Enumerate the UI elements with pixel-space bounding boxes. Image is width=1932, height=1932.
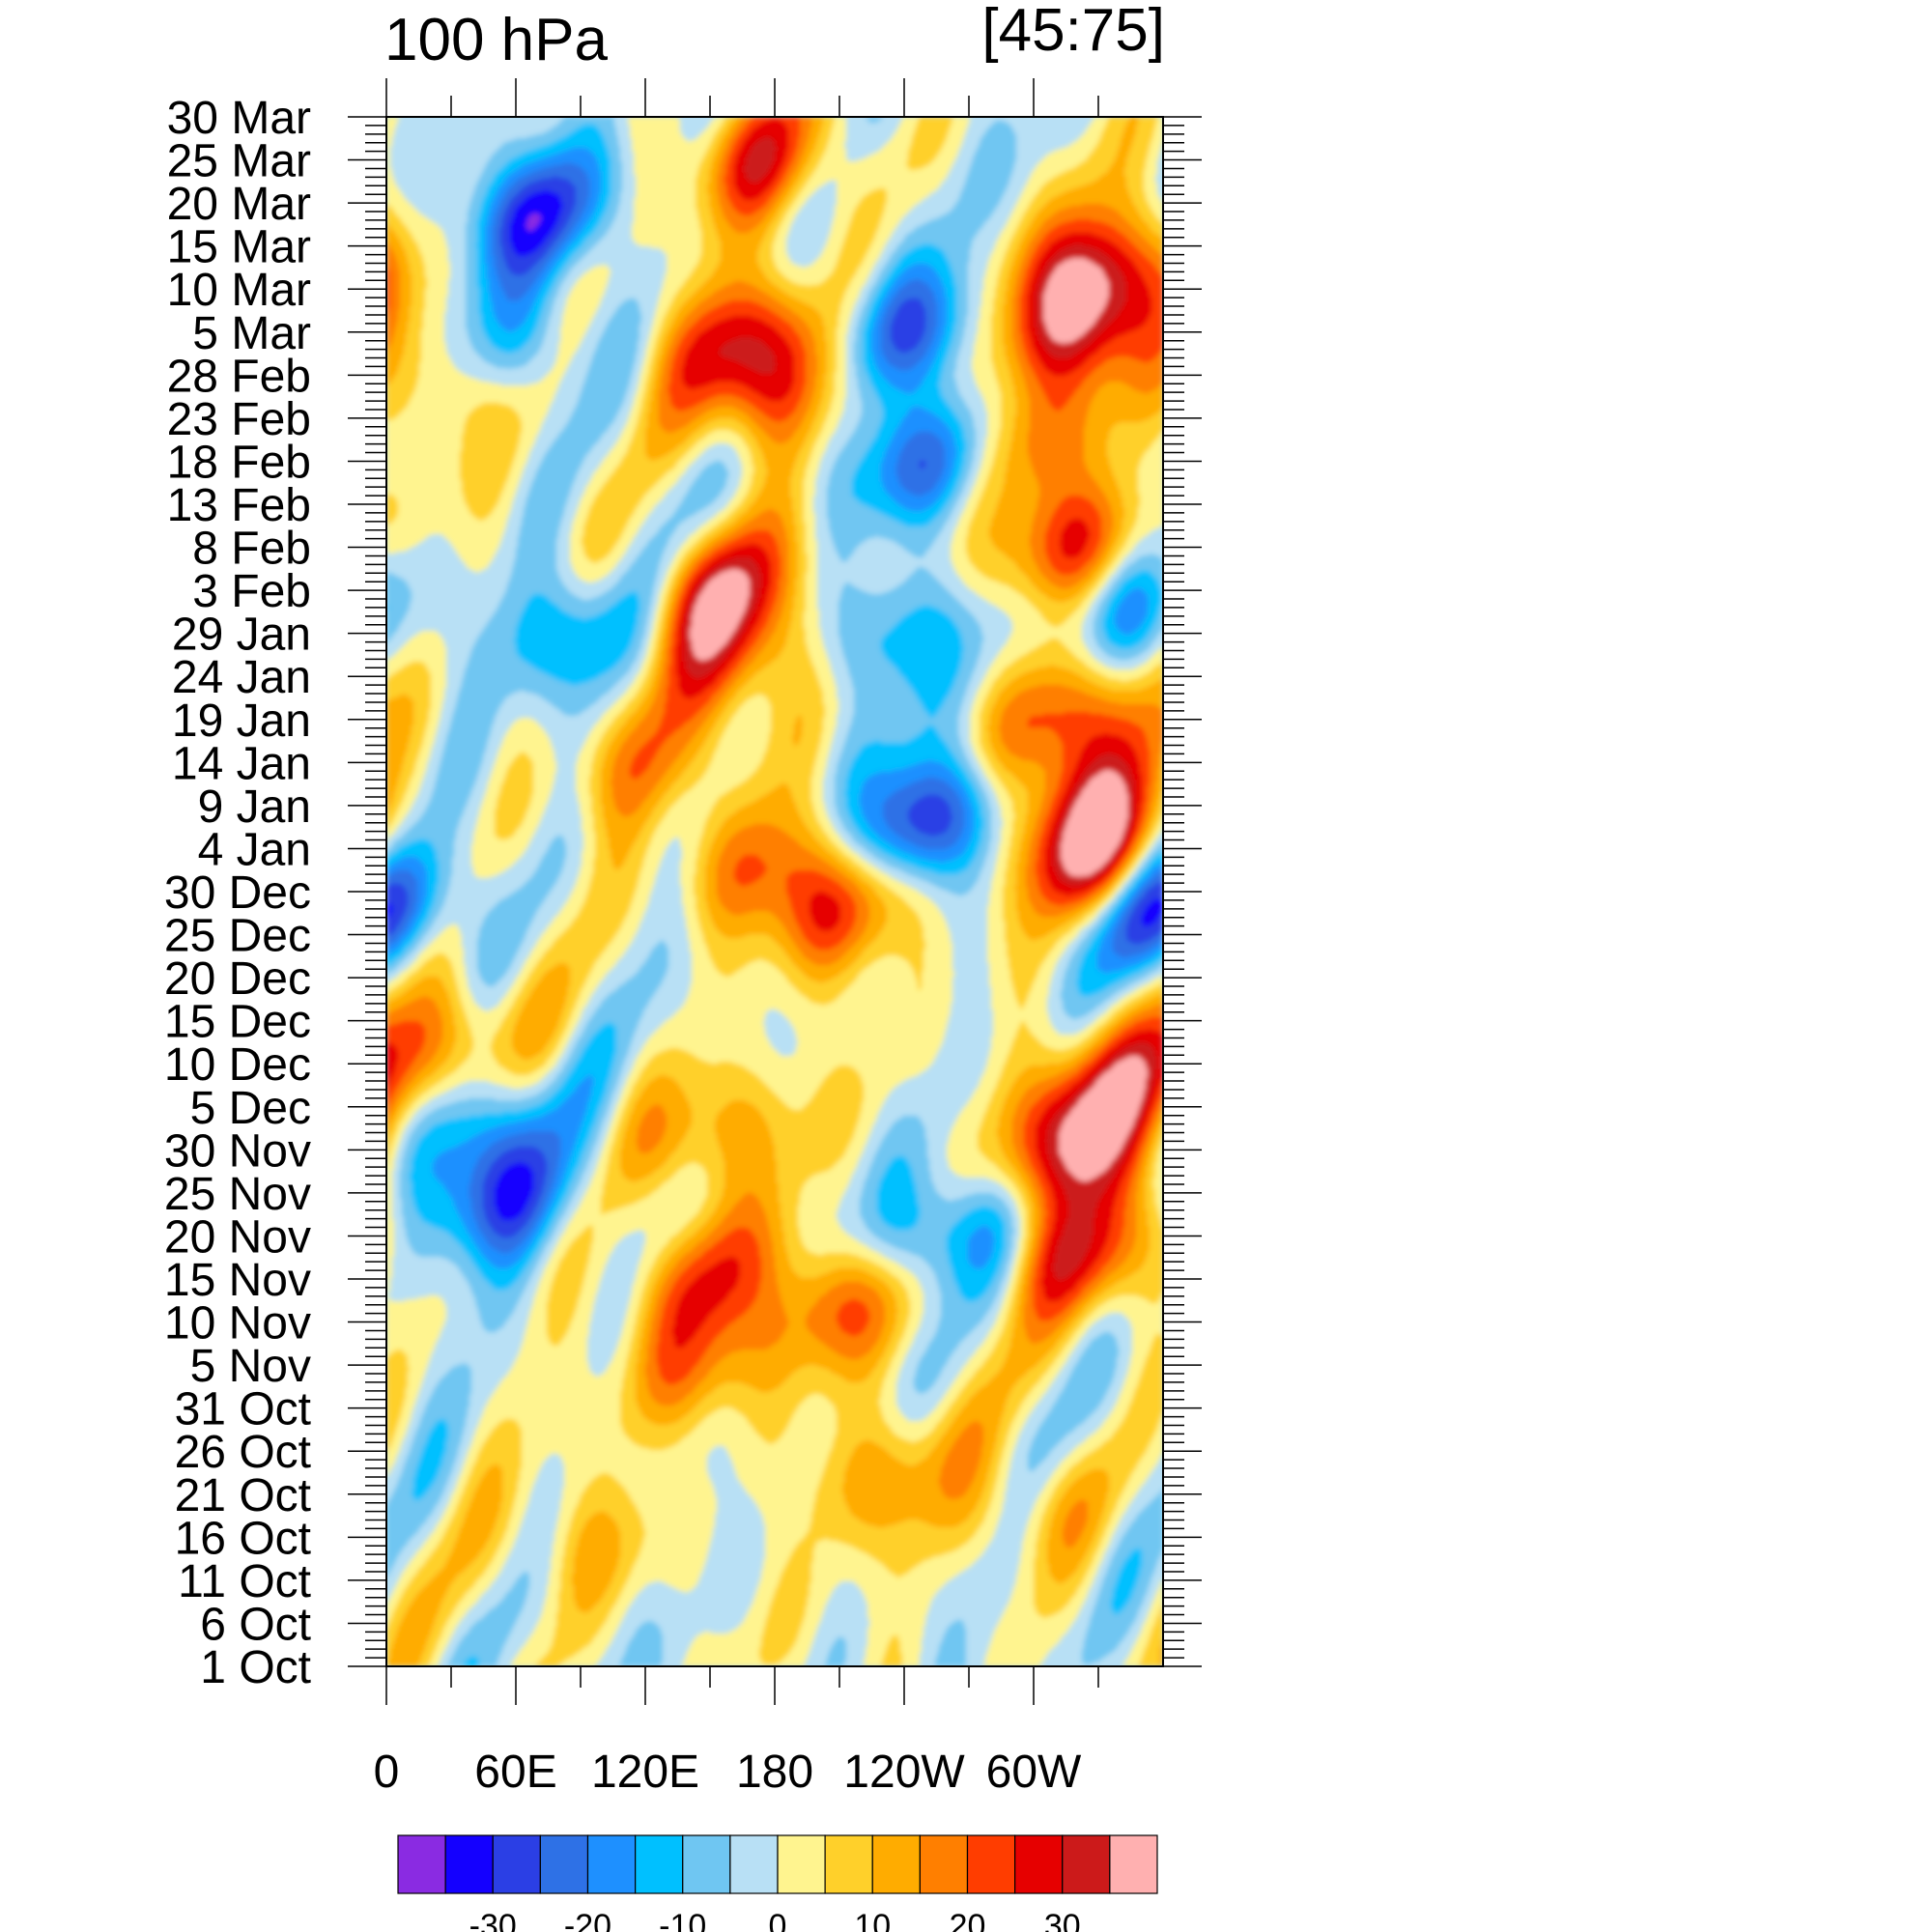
y-axis-ticks xyxy=(348,116,1202,1667)
y-tick-label: 5 Dec xyxy=(190,1083,311,1134)
y-tick-label: 25 Mar xyxy=(167,136,311,187)
y-tick-label: 5 Nov xyxy=(190,1341,311,1392)
y-tick-label: 13 Feb xyxy=(167,480,311,531)
y-tick-label: 16 Oct xyxy=(175,1513,311,1564)
y-tick-label: 11 Oct xyxy=(178,1556,311,1607)
colorbar-swatch xyxy=(444,1834,494,1894)
colorbar-swatch xyxy=(492,1834,541,1894)
x-tick-label: 0 xyxy=(374,1747,400,1798)
y-tick-label: 29 Jan xyxy=(172,610,311,661)
y-tick-label: 1 Oct xyxy=(200,1642,311,1693)
colorbar-label: 10 xyxy=(854,1908,891,1932)
colorbar-swatch xyxy=(824,1834,873,1894)
y-tick-label: 10 Mar xyxy=(167,265,311,316)
colorbar-swatch xyxy=(1062,1834,1111,1894)
x-axis-ticks xyxy=(385,78,1099,1705)
y-tick-label: 31 Oct xyxy=(175,1384,311,1435)
colorbar-label: 30 xyxy=(1044,1908,1081,1932)
colorbar xyxy=(397,1834,1158,1894)
y-tick-label: 10 Dec xyxy=(164,1039,311,1091)
colorbar-swatch xyxy=(966,1834,1016,1894)
y-tick-label: 20 Mar xyxy=(167,179,311,230)
y-tick-label: 4 Jan xyxy=(198,824,311,875)
y-tick-label: 5 Mar xyxy=(192,308,311,359)
colorbar-swatch xyxy=(539,1834,589,1894)
plot-area xyxy=(385,116,1164,1667)
y-tick-label: 10 Nov xyxy=(164,1298,311,1350)
y-tick-label: 25 Nov xyxy=(164,1169,311,1220)
chart-title-level: 100 hPa xyxy=(384,7,609,73)
colorbar-swatch xyxy=(919,1834,969,1894)
y-tick-label: 26 Oct xyxy=(175,1427,311,1478)
x-tick-label: 120W xyxy=(843,1747,965,1798)
colorbar-label: -30 xyxy=(469,1908,517,1932)
colorbar-labels: -30 -20 -10 0 10 20 30 xyxy=(469,1908,1081,1932)
y-tick-label: 20 Nov xyxy=(164,1211,311,1263)
y-tick-label: 15 Nov xyxy=(164,1255,311,1306)
colorbar-swatch xyxy=(1109,1834,1158,1894)
y-tick-label: 6 Oct xyxy=(200,1599,311,1650)
chart-title-latitude-band: [45:75] xyxy=(981,0,1165,64)
x-tick-label: 180 xyxy=(736,1747,813,1798)
y-tick-label: 21 Oct xyxy=(175,1470,311,1521)
x-tick-label: 60E xyxy=(474,1747,556,1798)
colorbar-swatch xyxy=(682,1834,731,1894)
x-tick-label: 120E xyxy=(591,1747,699,1798)
colorbar-swatch xyxy=(1014,1834,1064,1894)
y-tick-label: 14 Jan xyxy=(172,738,311,789)
y-tick-label: 3 Feb xyxy=(192,566,311,617)
y-tick-label: 8 Feb xyxy=(192,524,311,575)
y-tick-label: 9 Jan xyxy=(198,781,311,833)
colorbar-swatch xyxy=(777,1834,826,1894)
colorbar-swatch xyxy=(586,1834,637,1894)
y-tick-label: 30 Mar xyxy=(167,93,311,144)
colorbar-swatch xyxy=(871,1834,921,1894)
y-tick-label: 25 Dec xyxy=(164,911,311,962)
y-tick-label: 23 Feb xyxy=(167,394,311,445)
y-tick-label: 19 Jan xyxy=(172,696,311,747)
colorbar-label: 0 xyxy=(769,1908,787,1932)
colorbar-swatch xyxy=(729,1834,779,1894)
y-tick-label: 30 Dec xyxy=(164,867,311,919)
colorbar-label: 20 xyxy=(950,1908,986,1932)
y-tick-label: 15 Mar xyxy=(167,222,311,273)
x-axis-labels: 0 60E 120E 180 120W 60W xyxy=(374,1747,1082,1798)
y-tick-label: 24 Jan xyxy=(172,652,311,703)
colorbar-label: -10 xyxy=(659,1908,706,1932)
colorbar-label: -20 xyxy=(564,1908,611,1932)
y-tick-label: 20 Dec xyxy=(164,953,311,1005)
heatmap-field xyxy=(386,117,1163,1666)
colorbar-swatch xyxy=(397,1834,446,1894)
y-tick-label: 15 Dec xyxy=(164,997,311,1048)
x-tick-label: 60W xyxy=(986,1747,1082,1798)
colorbar-swatch xyxy=(635,1834,684,1894)
y-tick-label: 28 Feb xyxy=(167,351,311,402)
y-tick-label: 18 Feb xyxy=(167,437,311,488)
y-tick-label: 30 Nov xyxy=(164,1125,311,1177)
